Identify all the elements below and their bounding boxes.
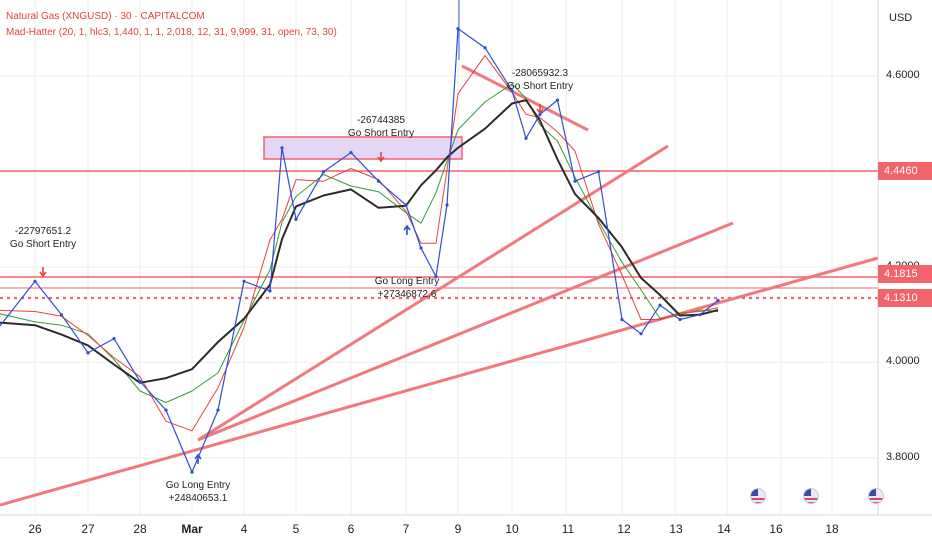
price-point (538, 112, 542, 116)
x-tick-label: 16 (769, 522, 783, 536)
long-signal-2-value: +27346872.6 (377, 289, 437, 300)
x-tick-label: 28 (133, 522, 147, 536)
price-point (716, 298, 720, 302)
y-tick-label: 3.8000 (886, 450, 920, 463)
price-point (573, 179, 577, 183)
price-tag-current: 4.1310 (878, 289, 932, 307)
trendline-1 (0, 256, 879, 507)
y-tick-label: 4.6000 (886, 69, 920, 82)
y-tick-label: 4.0000 (886, 355, 920, 368)
x-tick-label: 5 (292, 522, 300, 536)
long-signal-1-label: Go Long Entry (165, 480, 231, 491)
price-point (280, 146, 284, 150)
x-tick-label: 7 (402, 522, 410, 536)
price-point (555, 98, 560, 102)
x-tick-label: 11 (561, 522, 575, 536)
x-tick-label: Mar (181, 522, 203, 536)
short-arrow-icon (377, 152, 385, 163)
price-point (434, 275, 438, 279)
price-point (86, 351, 90, 355)
chart-title: Natural Gas (XNGUSD) · 30 · CAPITALCOM (6, 11, 205, 22)
x-tick-label: 10 (505, 522, 519, 536)
short-signal-2-label: Go Short Entry (347, 128, 415, 139)
price-point (164, 408, 168, 412)
ma-black-line (0, 99, 719, 384)
price-point (658, 303, 662, 307)
x-tick-label: 6 (347, 522, 355, 536)
short-arrow-icon (536, 104, 544, 115)
price-point (112, 337, 116, 341)
x-tick-label: 4 (240, 522, 248, 536)
price-point (419, 246, 423, 250)
price-point (349, 151, 353, 155)
indicator-label: Mad-Hatter (20, 1, hlc3, 1,440, 1, 1, 2,… (6, 27, 337, 38)
trendline-2 (197, 221, 734, 442)
currency-label: USD (889, 12, 913, 24)
short-signal-2-value: -26744385 (357, 115, 405, 126)
trendlines (0, 0, 879, 507)
price-point (216, 408, 220, 412)
price-series (0, 27, 720, 474)
price-point (190, 470, 194, 474)
price-line-path (0, 28, 719, 473)
long-signal-1: Go Long Entry +24840653.1 (166, 479, 230, 505)
price-point (596, 170, 601, 174)
price-point (59, 313, 64, 317)
price-point (698, 313, 702, 317)
price-point (678, 317, 682, 322)
short-signal-3-label: Go Short Entry (506, 81, 574, 92)
price-point (268, 289, 272, 293)
long-signal-2: Go Long Entry +27346872.6 (375, 275, 439, 301)
signal-arrows (39, 104, 544, 464)
price-point (33, 279, 37, 283)
trendline-4 (461, 64, 589, 132)
price-point (510, 89, 514, 93)
x-tick-label: 18 (825, 522, 839, 536)
short-signal-2: -26744385 Go Short Entry (348, 114, 414, 140)
short-signal-1-value: -22797651.2 (14, 226, 72, 237)
short-arrow-icon (39, 267, 47, 278)
short-signal-1: -22797651.2 Go Short Entry (10, 225, 76, 251)
long-arrow-icon (194, 453, 202, 464)
supply-zone (263, 136, 463, 160)
price-point (404, 203, 408, 207)
x-tick-label: 14 (717, 522, 731, 536)
price-point (376, 179, 381, 183)
price-point (524, 136, 528, 140)
x-tick-label: 27 (81, 522, 95, 536)
us-flag-icon[interactable] (868, 488, 884, 504)
price-point (483, 46, 487, 50)
short-signal-3-value: -28065932.3 (511, 68, 569, 79)
long-signal-1-value: +24840653.1 (168, 493, 228, 504)
price-point (294, 217, 298, 221)
price-point (321, 170, 326, 174)
price-point (620, 317, 624, 322)
long-signal-2-label: Go Long Entry (374, 276, 440, 287)
price-point (138, 379, 142, 384)
long-arrow-icon (403, 224, 411, 235)
x-tick-label: 13 (669, 522, 683, 536)
x-tick-label: 26 (28, 522, 42, 536)
price-point (456, 27, 460, 31)
short-signal-1-label: Go Short Entry (9, 239, 77, 250)
x-tick-label: 12 (617, 522, 631, 536)
x-tick-label: 9 (454, 522, 462, 536)
price-point (242, 279, 246, 283)
us-flag-icon[interactable] (750, 488, 766, 504)
price-point (445, 203, 449, 207)
short-signal-3: -28065932.3 Go Short Entry (507, 67, 573, 93)
us-flag-icon[interactable] (803, 488, 819, 504)
price-tag-resistance: 4.4460 (878, 162, 932, 180)
price-point (639, 332, 643, 336)
price-tag-level: 4.1815 (878, 265, 932, 283)
